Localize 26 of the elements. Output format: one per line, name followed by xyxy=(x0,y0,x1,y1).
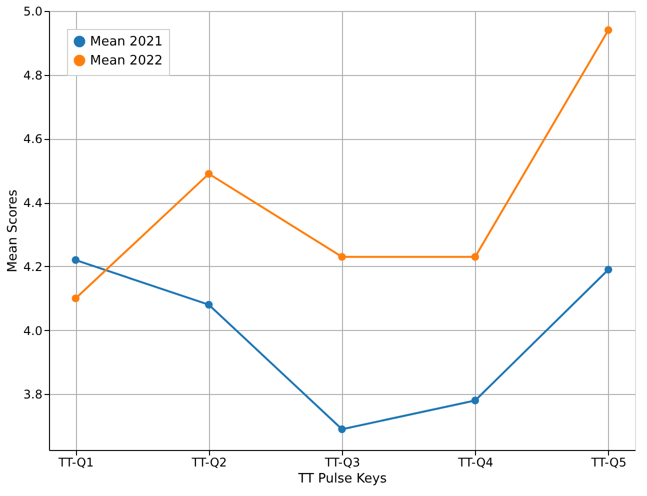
y-tick-label: 4.0 xyxy=(23,324,42,338)
y-tick-label: 4.8 xyxy=(23,68,42,82)
point xyxy=(471,252,480,261)
y-tick-label: 4.2 xyxy=(23,260,42,274)
point xyxy=(338,252,346,261)
y-tick-label: 3.8 xyxy=(23,388,42,402)
legend-label: Mean 2021 xyxy=(90,34,163,50)
point xyxy=(204,300,213,309)
point xyxy=(338,425,346,434)
x-tick-label: TT-Q2 xyxy=(190,456,227,470)
point xyxy=(72,256,80,264)
legend-label: Mean 2022 xyxy=(90,54,163,68)
x-tick-label: TT-Q5 xyxy=(590,456,626,470)
x-tick-label: TT-Q3 xyxy=(324,456,360,470)
x-tick-label: TT-Q1 xyxy=(58,456,94,470)
point xyxy=(471,396,480,404)
x-axis-title: TT Pulse Keys xyxy=(297,472,387,486)
y-tick-label: 5.0 xyxy=(23,4,42,18)
y-axis-title: Mean Scores xyxy=(5,189,20,272)
point xyxy=(604,266,612,274)
x-tick-label: TT-Q4 xyxy=(457,456,494,470)
point xyxy=(604,26,612,34)
y-tick-label: 4.6 xyxy=(23,132,42,146)
point xyxy=(72,294,80,302)
y-tick-label: 4.4 xyxy=(23,196,42,210)
point xyxy=(204,170,213,178)
